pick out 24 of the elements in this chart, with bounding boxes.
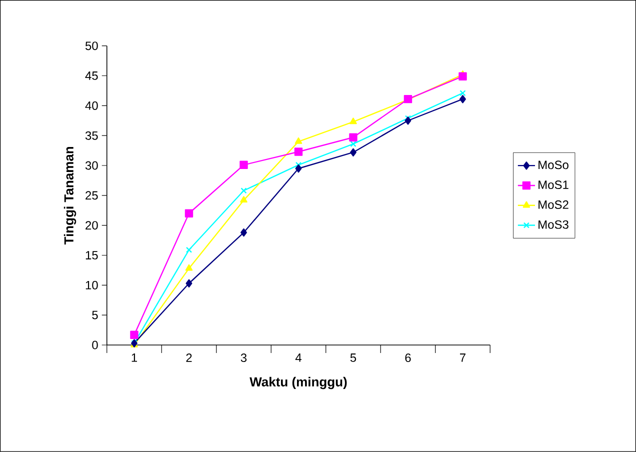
- legend-label: MoSo: [538, 160, 568, 170]
- y-tick-label: 5: [92, 310, 98, 320]
- y-tick-label: 0: [92, 340, 98, 350]
- x-tick-label: 2: [186, 354, 192, 362]
- y-tick-label: 35: [85, 131, 98, 140]
- y-tick-label: 10: [86, 280, 98, 290]
- x-tick-label: 3: [240, 354, 247, 362]
- y-tick-label: 40: [85, 101, 98, 110]
- y-axis-title: Tinggi Tanaman: [64, 147, 76, 245]
- x-tick-label: 4: [295, 354, 302, 362]
- x-axis-title: Waktu (minggu): [250, 376, 347, 390]
- legend-label: MoS3: [538, 220, 568, 229]
- x-tick-label: 1: [132, 354, 137, 362]
- y-tick-label: 20: [86, 221, 98, 230]
- y-tick-label: 45: [85, 72, 98, 80]
- x-tick-label: 5: [350, 354, 356, 362]
- legend-label: MoS1: [538, 180, 568, 190]
- x-tick-label: 6: [405, 354, 411, 362]
- legend-label: MoS2: [538, 200, 568, 209]
- y-tick-label: 50: [85, 42, 98, 50]
- y-tick-label: 30: [85, 161, 98, 170]
- x-tick-label: 7: [460, 354, 466, 362]
- y-tick-label: 15: [86, 251, 98, 260]
- y-tick-label: 25: [86, 191, 98, 200]
